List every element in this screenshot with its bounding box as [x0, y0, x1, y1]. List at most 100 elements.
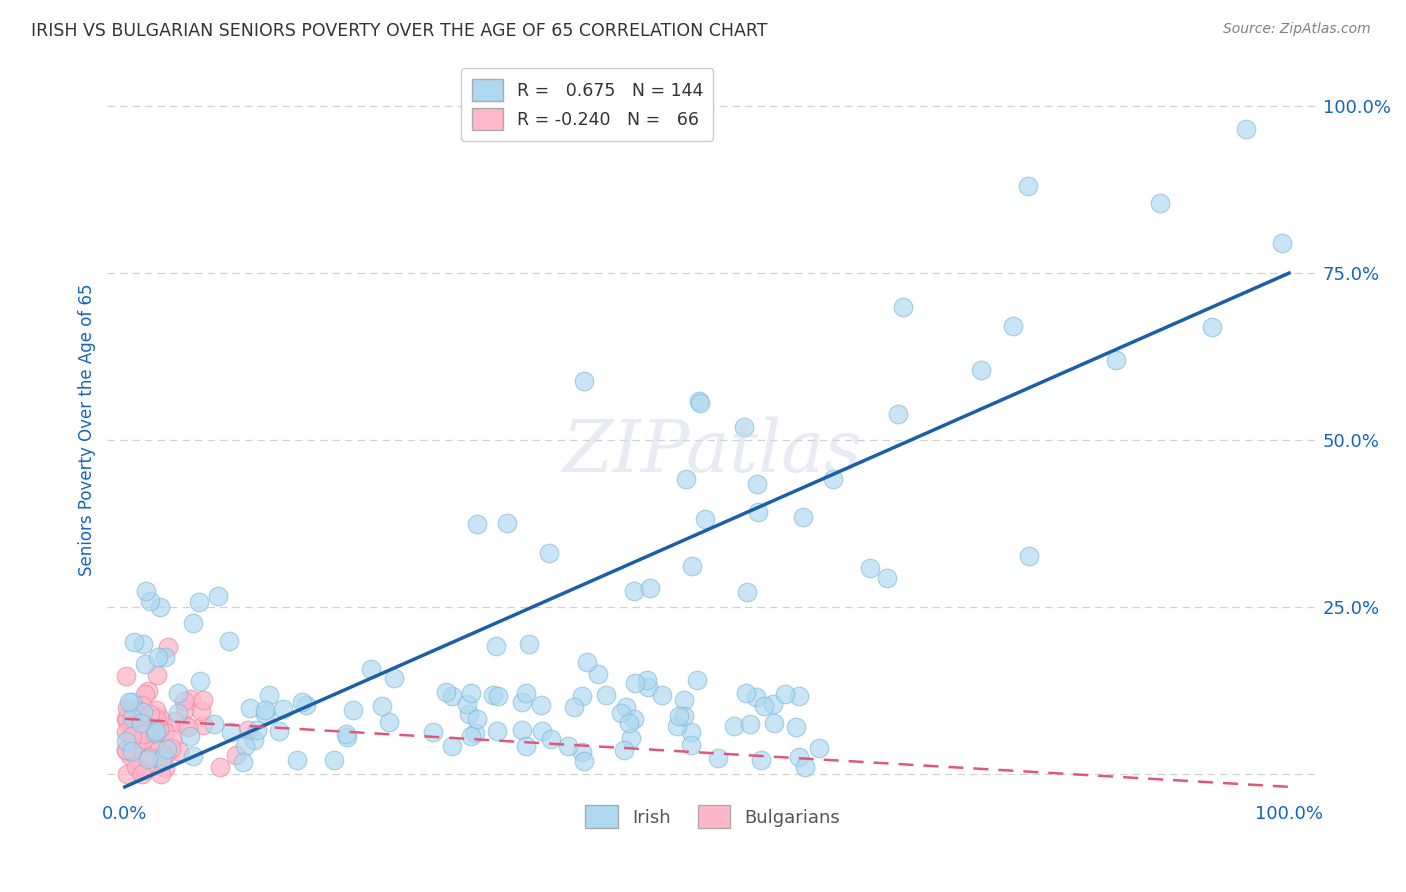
Point	[1018, 549, 1040, 563]
Point	[143, 726, 166, 740]
Point	[120, 704, 142, 718]
Point	[115, 742, 138, 756]
Point	[887, 407, 910, 421]
Point	[342, 702, 364, 716]
Point	[496, 516, 519, 530]
Point	[970, 363, 993, 377]
Point	[679, 725, 702, 739]
Point	[143, 711, 166, 725]
Point	[139, 726, 162, 740]
Point	[121, 695, 143, 709]
Point	[460, 686, 482, 700]
Point	[218, 634, 240, 648]
Point	[672, 709, 695, 723]
Point	[246, 723, 269, 737]
Point	[485, 723, 508, 738]
Point	[145, 712, 167, 726]
Point	[734, 686, 756, 700]
Point	[336, 730, 359, 744]
Point	[207, 590, 229, 604]
Point	[132, 727, 155, 741]
Point	[253, 706, 276, 721]
Point	[115, 712, 138, 726]
Point	[146, 668, 169, 682]
Point	[464, 725, 486, 739]
Point	[540, 731, 562, 746]
Point	[190, 704, 212, 718]
Point	[232, 755, 254, 769]
Point	[273, 702, 295, 716]
Point	[575, 655, 598, 669]
Point	[132, 731, 155, 746]
Point	[668, 709, 690, 723]
Point	[225, 748, 247, 763]
Point	[613, 743, 636, 757]
Point	[675, 472, 697, 486]
Point	[134, 657, 156, 672]
Point	[510, 723, 533, 737]
Point	[150, 752, 173, 766]
Point	[135, 584, 157, 599]
Point	[115, 701, 138, 715]
Point	[202, 717, 225, 731]
Point	[115, 725, 138, 739]
Point	[752, 698, 775, 713]
Point	[1017, 179, 1039, 194]
Point	[723, 718, 745, 732]
Point	[115, 766, 138, 780]
Point	[191, 718, 214, 732]
Point	[623, 583, 645, 598]
Point	[115, 713, 138, 727]
Point	[666, 719, 689, 733]
Point	[155, 650, 177, 665]
Point	[120, 745, 142, 759]
Point	[295, 698, 318, 713]
Point	[179, 730, 201, 744]
Point	[624, 675, 647, 690]
Point	[285, 753, 308, 767]
Point	[149, 599, 172, 614]
Point	[148, 743, 170, 757]
Point	[136, 684, 159, 698]
Point	[360, 662, 382, 676]
Point	[157, 640, 180, 654]
Point	[686, 673, 709, 688]
Point	[762, 698, 785, 712]
Point	[115, 669, 138, 683]
Point	[595, 688, 617, 702]
Point	[132, 637, 155, 651]
Point	[693, 512, 716, 526]
Point	[155, 725, 177, 739]
Point	[139, 706, 162, 721]
Point	[177, 720, 200, 734]
Text: IRISH VS BULGARIAN SENIORS POVERTY OVER THE AGE OF 65 CORRELATION CHART: IRISH VS BULGARIAN SENIORS POVERTY OVER …	[31, 22, 768, 40]
Point	[180, 692, 202, 706]
Point	[124, 635, 146, 649]
Point	[371, 699, 394, 714]
Point	[637, 680, 659, 694]
Point	[146, 649, 169, 664]
Point	[651, 688, 673, 702]
Point	[159, 741, 181, 756]
Point	[787, 689, 810, 703]
Point	[145, 702, 167, 716]
Point	[188, 674, 211, 689]
Point	[620, 731, 643, 746]
Point	[122, 706, 145, 720]
Point	[515, 686, 537, 700]
Point	[515, 739, 537, 753]
Point	[134, 687, 156, 701]
Point	[253, 703, 276, 717]
Point	[512, 695, 534, 709]
Text: ZIPatlas: ZIPatlas	[562, 417, 862, 487]
Point	[135, 713, 157, 727]
Point	[530, 698, 553, 713]
Point	[572, 754, 595, 768]
Point	[571, 745, 593, 759]
Point	[441, 689, 464, 703]
Point	[115, 733, 138, 747]
Point	[486, 689, 509, 703]
Point	[121, 744, 143, 758]
Point	[138, 750, 160, 764]
Point	[422, 725, 444, 739]
